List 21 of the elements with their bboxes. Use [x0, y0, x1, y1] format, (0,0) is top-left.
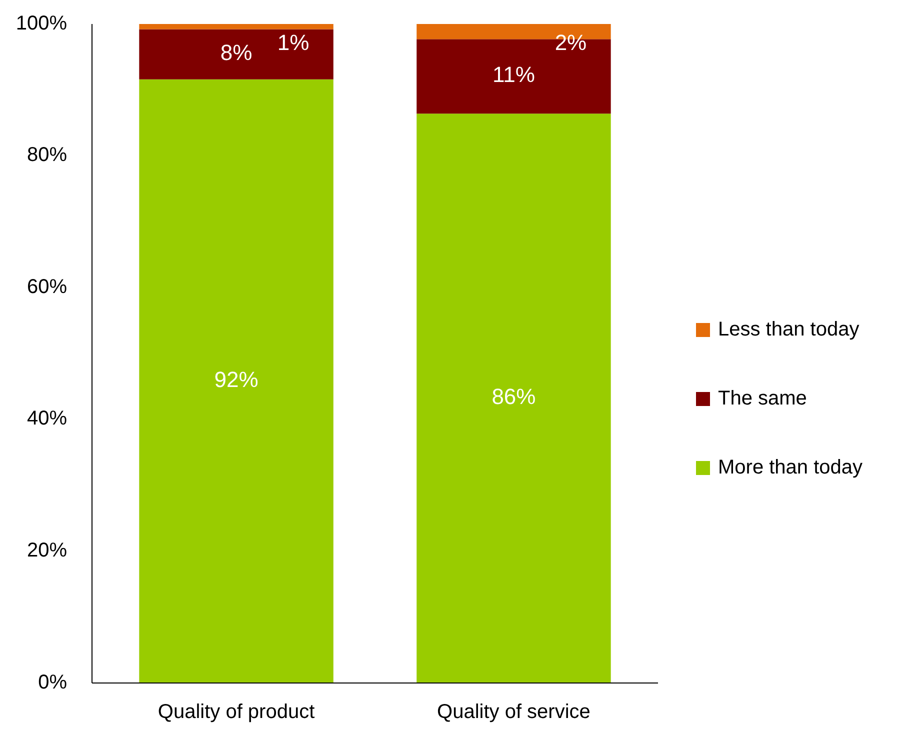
x-tick-label: Quality of service [437, 701, 590, 723]
bar [416, 114, 611, 683]
bar [139, 79, 334, 683]
data-label: 92% [214, 366, 258, 392]
x-tick-label: Quality of product [158, 701, 316, 723]
bar [139, 29, 334, 80]
data-label: 11% [492, 62, 535, 88]
legend-label: More than today [718, 456, 863, 478]
legend-label: The same [718, 387, 807, 410]
y-tick-label: 100% [16, 12, 68, 34]
data-label: 8% [220, 40, 252, 66]
data-label: 86% [492, 384, 536, 410]
legend-label: Less than today [718, 318, 860, 340]
y-tick-label: 20% [26, 539, 68, 562]
y-tick-label: 60% [26, 276, 68, 298]
y-tick-label: 80% [26, 144, 68, 166]
y-tick-label: 40% [26, 408, 68, 430]
data-label: 2% [554, 30, 587, 55]
y-tick-label: 0% [38, 671, 68, 694]
data-label: 1% [277, 30, 310, 55]
bar [139, 24, 334, 30]
